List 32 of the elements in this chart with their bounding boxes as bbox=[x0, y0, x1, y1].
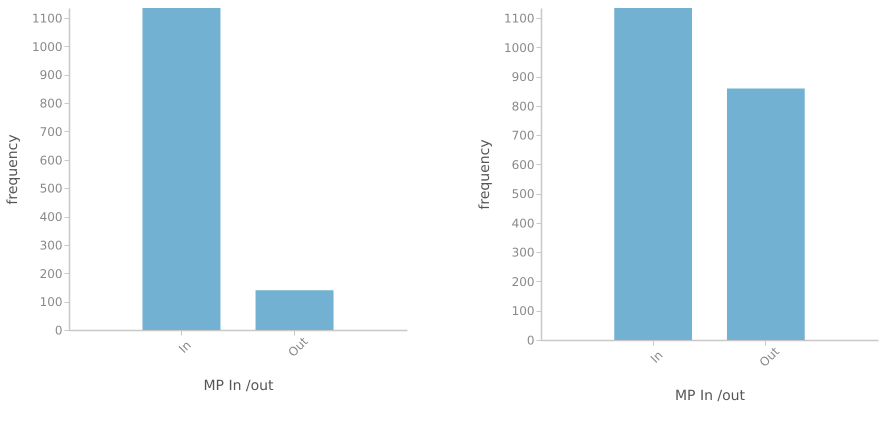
x-tick-label: In bbox=[176, 338, 194, 356]
y-tick-label: 200 bbox=[40, 266, 62, 281]
y-tick-label: 1000 bbox=[504, 40, 534, 55]
y-tick-label: 700 bbox=[40, 124, 62, 139]
y-tick-label: 100 bbox=[40, 295, 62, 310]
y-tick-label: 1000 bbox=[32, 40, 62, 54]
x-tick-label: In bbox=[648, 348, 666, 366]
x-axis-title: MP In /out bbox=[203, 378, 274, 394]
y-tick-label: 800 bbox=[40, 96, 62, 111]
y-tick-label: 300 bbox=[512, 246, 534, 260]
y-tick-label: 500 bbox=[512, 187, 534, 202]
y-tick-label: 1100 bbox=[504, 12, 534, 26]
y-tick-label: 500 bbox=[40, 182, 62, 196]
x-tick-label: Out bbox=[285, 334, 311, 360]
y-tick-label: 900 bbox=[40, 68, 62, 82]
y-tick-label: 200 bbox=[512, 275, 534, 289]
y-tick-label: 0 bbox=[54, 324, 62, 338]
y-axis-title: frequency bbox=[476, 139, 493, 210]
x-axis-title: MP In /out bbox=[674, 388, 746, 404]
y-axis-title: frequency bbox=[4, 134, 21, 205]
y-tick-label: 400 bbox=[40, 210, 62, 224]
x-tick-label: Out bbox=[756, 344, 782, 370]
y-tick-label: 700 bbox=[512, 128, 534, 143]
y-tick-label: 100 bbox=[512, 304, 534, 318]
y-tick-label: 900 bbox=[512, 70, 534, 84]
y-tick-label: 1100 bbox=[32, 11, 62, 26]
y-tick-label: 300 bbox=[40, 238, 62, 252]
y-tick-label: 600 bbox=[40, 153, 62, 168]
y-tick-label: 400 bbox=[512, 216, 534, 230]
y-tick-label: 0 bbox=[526, 334, 534, 348]
y-tick-label: 800 bbox=[512, 99, 534, 114]
y-tick-label: 600 bbox=[512, 158, 534, 172]
